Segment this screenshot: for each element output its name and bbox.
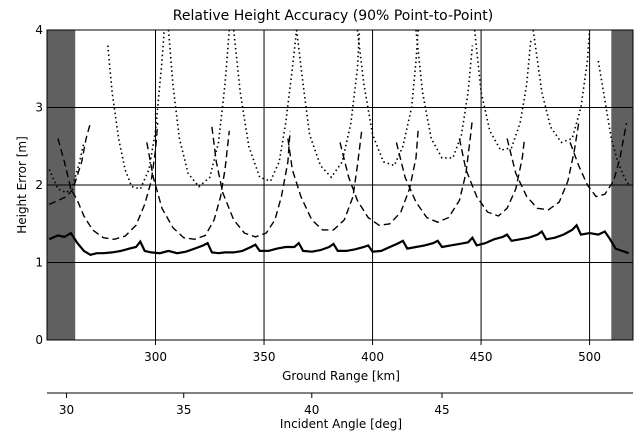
x-tick-label: 400 bbox=[361, 350, 384, 364]
x-tick-label: 500 bbox=[578, 350, 601, 364]
series-dotted-line bbox=[415, 29, 474, 159]
series-solid-line bbox=[48, 223, 630, 256]
y-tick-label: 3 bbox=[35, 101, 43, 115]
series-dotted-line bbox=[48, 142, 85, 194]
x-tick-label: 350 bbox=[253, 350, 276, 364]
series-dashed-line bbox=[395, 119, 474, 223]
series-dashed-line bbox=[339, 130, 419, 227]
series-dashed-line bbox=[569, 122, 628, 198]
secondary-tick-label: 30 bbox=[59, 403, 74, 417]
series-dotted-line bbox=[167, 29, 231, 188]
y-axis-label: Height Error [m] bbox=[15, 136, 29, 234]
series-dashed-line bbox=[458, 138, 526, 217]
secondary-axis-label: Incident Angle [deg] bbox=[280, 417, 402, 431]
y-tick-label: 2 bbox=[35, 178, 43, 192]
secondary-tick-label: 40 bbox=[304, 403, 319, 417]
secondary-tick-label: 45 bbox=[434, 403, 449, 417]
series-dotted-line bbox=[473, 29, 532, 152]
series-dotted-line bbox=[532, 29, 591, 144]
y-tick-label: 0 bbox=[35, 333, 43, 347]
secondary-tick-label: 35 bbox=[176, 403, 191, 417]
grid-layer bbox=[47, 30, 633, 340]
y-tick-label: 4 bbox=[35, 23, 43, 37]
x-axis-label: Ground Range [km] bbox=[282, 369, 400, 383]
tick-layer: 300 350 400 450 500 0 1 2 3 4 bbox=[35, 23, 601, 364]
x-tick-label: 450 bbox=[470, 350, 493, 364]
y-tick-label: 1 bbox=[35, 256, 43, 270]
series-dashed-line bbox=[211, 126, 291, 238]
secondary-axis-ticks: 30 35 40 45 bbox=[59, 393, 450, 417]
series-layer bbox=[48, 29, 630, 256]
series-dashed-line bbox=[506, 122, 580, 211]
series-dashed-line bbox=[57, 122, 159, 241]
series-dotted-line bbox=[232, 29, 298, 183]
series-dotted-line bbox=[597, 60, 630, 186]
series-dashed-line bbox=[287, 130, 363, 231]
series-dotted-line bbox=[295, 29, 361, 179]
chart-title: Relative Height Accuracy (90% Point-to-P… bbox=[173, 8, 493, 24]
series-dotted-line bbox=[356, 29, 419, 167]
series-dotted-line bbox=[107, 29, 165, 190]
series-dashed-line bbox=[48, 122, 92, 206]
x-tick-label: 300 bbox=[144, 350, 167, 364]
